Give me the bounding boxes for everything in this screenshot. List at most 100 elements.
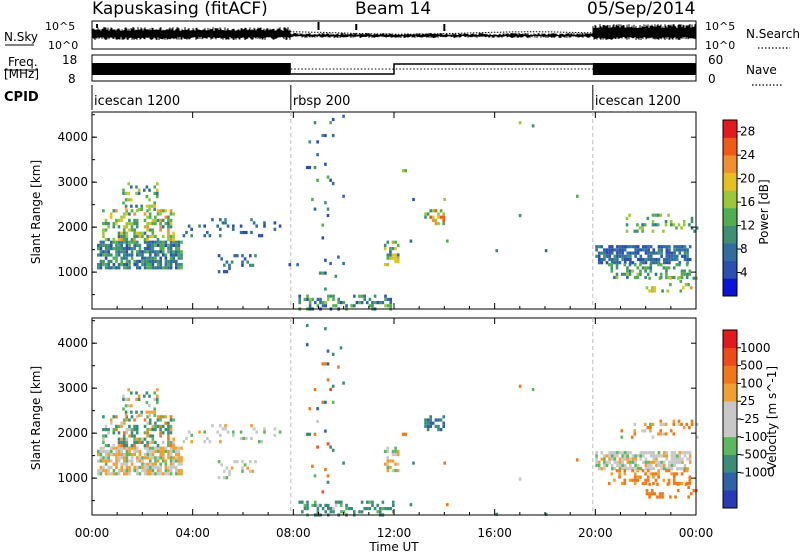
echo-cell [648, 276, 651, 280]
echo-cell [130, 256, 134, 260]
x-tick-label: 00:00 [75, 526, 110, 540]
echo-cell [366, 500, 369, 504]
echo-cell [680, 481, 684, 486]
echo-cell [391, 253, 395, 257]
echo-cell [99, 266, 103, 270]
echo-cell [107, 225, 110, 229]
echo-cell [676, 489, 680, 493]
echo-cell [151, 259, 155, 263]
echo-cell [434, 424, 438, 428]
echo-cell [437, 418, 440, 422]
echo-cell [175, 263, 178, 267]
echo-cell [99, 456, 103, 460]
echo-cell [138, 459, 142, 463]
echo-cell [239, 430, 243, 434]
echo-cell [644, 257, 648, 262]
echo-cell [621, 451, 624, 455]
echo-cell [110, 266, 113, 270]
echo-cell [288, 263, 292, 267]
echo-cell [518, 477, 522, 481]
echo-cell [107, 253, 110, 257]
echo-cell [665, 451, 669, 455]
echo-cell [677, 223, 681, 227]
echo-cell [125, 253, 129, 257]
echo-cell [345, 304, 348, 308]
echo-cell [660, 251, 663, 255]
echo-cell [172, 456, 175, 460]
echo-cell [667, 275, 671, 280]
echo-cell [241, 263, 244, 267]
echo-cell [610, 257, 614, 262]
echo-cell [164, 209, 168, 213]
echo-cell [135, 234, 139, 238]
echo-cell [616, 451, 619, 455]
echo-cell [379, 510, 382, 514]
echo-cell [684, 283, 688, 287]
echo-cell [161, 415, 165, 419]
echo-cell [641, 481, 645, 486]
echo-cell [618, 254, 622, 258]
echo-cell [169, 212, 173, 216]
echo-cell [223, 469, 226, 473]
echo-cell [151, 222, 155, 226]
echo-cell [345, 503, 348, 507]
echo-cell [674, 495, 677, 499]
echo-cell [386, 446, 390, 450]
echo-cell [136, 456, 139, 460]
echo-cell [665, 251, 669, 255]
echo-cell [647, 463, 650, 468]
echo-cell [672, 223, 676, 227]
echo-cell [334, 500, 338, 504]
echo-cell [148, 421, 152, 425]
echo-cell [127, 388, 130, 392]
echo-cell [175, 453, 178, 457]
echo-cell [130, 225, 134, 229]
echo-cell [159, 243, 162, 247]
echo-cell [644, 269, 647, 273]
echo-cell [439, 428, 443, 432]
echo-cell [130, 444, 134, 448]
echo-cell [110, 459, 113, 463]
echo-cell [138, 437, 142, 441]
echo-cell [689, 286, 693, 290]
echo-cell [316, 445, 319, 449]
echo-cell [434, 209, 438, 213]
echo-cell [629, 463, 632, 468]
echo-cell [130, 462, 134, 466]
echo-cell [631, 469, 634, 473]
echo-cell [115, 424, 118, 428]
echo-cell [154, 250, 157, 254]
echo-cell [634, 463, 637, 468]
echo-cell [613, 254, 617, 258]
echo-cell [156, 394, 159, 398]
echo-cell [442, 222, 445, 226]
echo-cell [324, 301, 327, 305]
echo-cell [383, 247, 387, 251]
echo-cell [154, 424, 157, 428]
echo-cell [156, 212, 160, 216]
echo-cell [149, 243, 152, 247]
echo-cell [161, 218, 165, 222]
echo-cell [649, 429, 652, 433]
echo-cell [615, 275, 619, 280]
echo-cell [141, 234, 144, 238]
echo-cell [104, 253, 108, 257]
colorbar-tick-label: -1000 [740, 465, 775, 479]
echo-cell [117, 449, 121, 453]
echo-cell [649, 261, 653, 265]
echo-cell [685, 469, 689, 473]
echo-cell [350, 507, 353, 511]
echo-cell [203, 224, 206, 228]
echo-cell [626, 467, 630, 471]
echo-cell [643, 429, 647, 433]
echo-cell [688, 426, 691, 430]
echo-cell [644, 472, 647, 476]
echo-cell [652, 481, 655, 486]
echo-cell [653, 286, 657, 290]
echo-cell [151, 434, 155, 438]
echo-cell [636, 266, 640, 270]
echo-cell [241, 466, 244, 470]
echo-cell [673, 460, 676, 464]
echo-cell [225, 260, 229, 264]
echo-cell [223, 270, 226, 274]
